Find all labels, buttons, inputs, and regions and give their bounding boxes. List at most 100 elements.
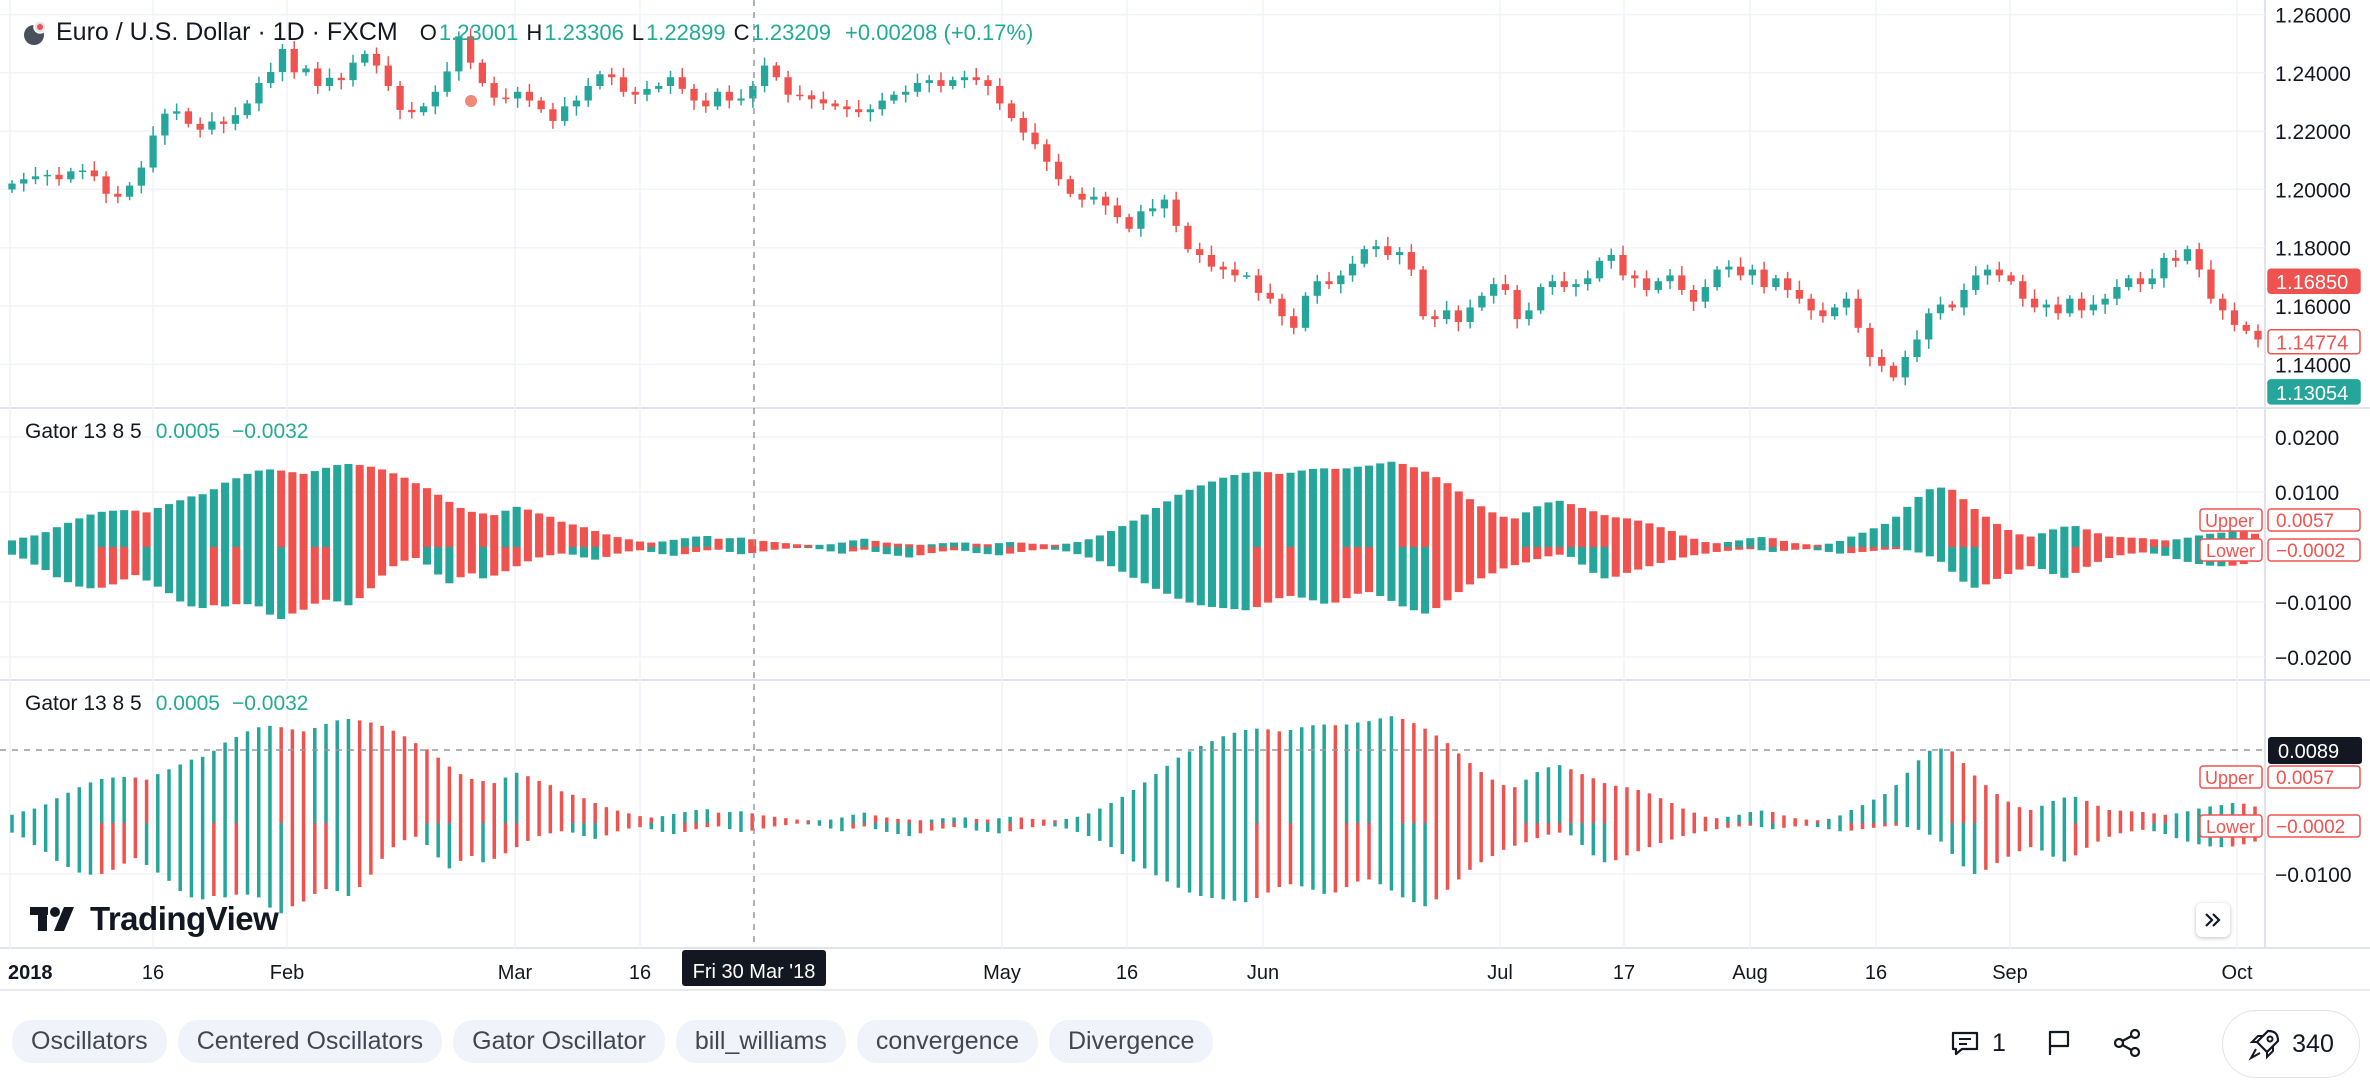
gator-upper-bar: [994, 543, 1003, 547]
gator-lower-bar: [7, 547, 17, 555]
candle-body: [1960, 289, 1968, 308]
gator-upper-bar: [1667, 531, 1676, 547]
close-key: C: [733, 19, 750, 45]
gator-upper-bar: [2004, 529, 2013, 547]
symbol-legend: Euro / U.S. Dollar · 1D · FXCM O 1.23001…: [22, 18, 1033, 47]
gator-upper-bar: [1757, 537, 1766, 547]
candle-body: [1619, 255, 1627, 276]
gator-lower-bar: [1634, 547, 1643, 570]
candle-body: [1572, 284, 1580, 288]
price-axis[interactable]: 1.26000 1.24000 1.22000 1.20000 1.18000 1.160…: [2199, 5, 2361, 887]
candle-body: [1125, 217, 1133, 229]
price-tick-label: 1.16000: [2275, 296, 2351, 319]
candle-body: [1548, 281, 1557, 288]
gator-upper-bar: [1028, 543, 1037, 547]
lower-value-bg: [2267, 538, 2361, 562]
time-tick-label: Mar: [498, 962, 533, 984]
tag-chip[interactable]: Divergence: [1048, 1020, 1214, 1063]
gator-legend-1: Gator 13 8 5 0.0005 −0.0032: [25, 420, 320, 444]
candle-body: [784, 77, 792, 95]
candle-body: [1607, 255, 1615, 261]
candle-body: [678, 77, 686, 89]
boost-button[interactable]: 340: [2222, 1010, 2360, 1078]
gator-lower-bar: [1185, 547, 1194, 603]
tag-chip[interactable]: bill_williams: [675, 1020, 846, 1063]
report-button[interactable]: [2046, 1029, 2072, 1057]
tag-chip[interactable]: Gator Oscillator: [453, 1020, 665, 1063]
gator-lower-bar: [1690, 547, 1699, 556]
gator-upper-bar: [1813, 544, 1822, 547]
gator-upper-bar: [1712, 543, 1721, 547]
gator-upper-bar: [434, 494, 443, 547]
tag-chip[interactable]: Centered Oscillators: [177, 1020, 443, 1063]
candle-body: [1795, 289, 1804, 299]
gator-upper-bar: [1252, 471, 1261, 547]
candle-body: [690, 88, 698, 101]
time-tick-label: Jul: [1487, 962, 1513, 984]
upper-tag: Upper: [2205, 768, 2254, 788]
upper-value: 0.0057: [2276, 768, 2334, 789]
tag-chip[interactable]: Oscillators: [12, 1020, 167, 1063]
gator-upper-bar: [1163, 501, 1172, 547]
gator-upper-bar: [703, 536, 712, 547]
gator-upper-bar: [1095, 535, 1104, 547]
candle-body: [1019, 118, 1027, 133]
gator-lower-bar: [299, 547, 308, 610]
gator-upper-bar: [97, 511, 106, 547]
crosshair-date-label: Fri 30 Mar '18: [693, 961, 816, 983]
time-tick-label: Aug: [1732, 962, 1768, 984]
gator-lower-bar: [837, 547, 846, 554]
candle-body: [1901, 357, 1909, 378]
indicator-title[interactable]: Gator 13 8 5: [25, 692, 142, 715]
gator-upper-bar: [7, 540, 17, 547]
indicator-title[interactable]: Gator 13 8 5: [25, 420, 142, 443]
gator-upper-bar: [1600, 515, 1609, 547]
gator-upper-bar: [725, 538, 734, 547]
gator-lower-bar: [1342, 547, 1351, 599]
candle-body: [478, 62, 487, 84]
candle-body: [1842, 298, 1851, 308]
candle-body: [1054, 161, 1063, 180]
candle-body: [596, 74, 604, 86]
gator-upper-bar: [64, 522, 73, 547]
candle-body: [2077, 298, 2086, 311]
gator-lower-bar: [714, 547, 723, 550]
lower-tag: Lower: [2206, 817, 2255, 837]
tag-chip[interactable]: convergence: [856, 1020, 1038, 1063]
gator-upper-bar: [1353, 466, 1362, 547]
gator-lower-bar: [232, 547, 241, 605]
gator-upper-bar: [938, 543, 947, 547]
candle-body: [1560, 281, 1568, 288]
gator-upper-bar: [1151, 507, 1160, 547]
gator-upper-bar: [1723, 542, 1732, 547]
candle-body: [102, 176, 110, 194]
gator-upper-bar: [1544, 502, 1553, 547]
gator-upper-bar: [1869, 528, 1878, 547]
gator-lower-bar: [1802, 547, 1811, 550]
gator-upper-bar: [277, 470, 286, 547]
time-axis[interactable]: 2018 16 Feb Mar 16 May 16 Jun Jul 17 Aug 16 Sep Oct Fr…: [0, 950, 2370, 991]
symbol-title[interactable]: Euro / U.S. Dollar · 1D · FXCM: [56, 18, 398, 46]
candle-body: [1301, 295, 1310, 328]
gator-lower-bar: [781, 547, 790, 549]
gator-lower-bar: [725, 547, 734, 552]
chart-area[interactable]: 0.0089 1.26000 1.24000 1.22000 1.20000 1.180…: [0, 0, 2370, 1000]
candle-body: [149, 135, 157, 168]
scroll-to-realtime-button[interactable]: [2196, 903, 2230, 937]
gator-lower-bar: [344, 547, 353, 606]
tradingview-logo[interactable]: TradingView: [30, 900, 279, 938]
candle-body: [1972, 275, 1980, 290]
gator-lower-bar: [1409, 547, 1418, 611]
candle-body: [2113, 287, 2121, 299]
gator-upper-bar: [1196, 485, 1205, 547]
gator-lower-bar: [1118, 547, 1127, 572]
comments-button[interactable]: 1: [1950, 1029, 2006, 1058]
share-button[interactable]: [2112, 1028, 2142, 1058]
gator-upper-bar: [1398, 463, 1407, 547]
gator-lower-bar: [1230, 547, 1239, 610]
gator-upper-bar: [243, 473, 252, 547]
gator-upper-bar: [1443, 483, 1452, 547]
gator-upper-bar: [793, 544, 802, 547]
gator-lower-bar: [2150, 547, 2159, 554]
price-line-label-bg: [2267, 328, 2361, 355]
